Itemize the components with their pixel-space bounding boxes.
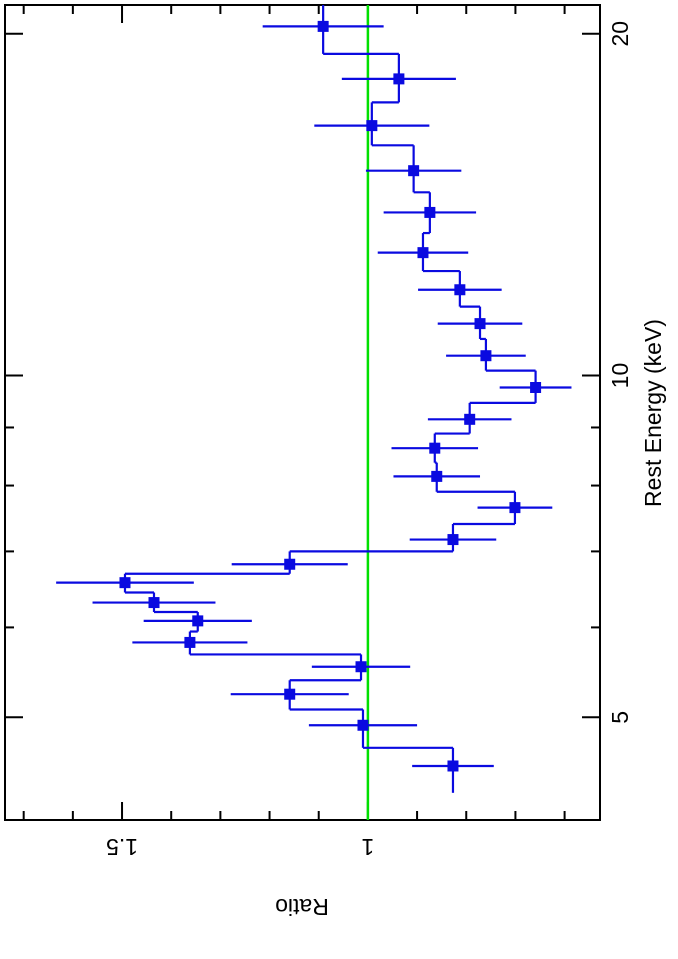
data-layer: [56, 5, 572, 793]
data-point: [119, 577, 131, 589]
data-point: [509, 502, 521, 514]
data-point: [192, 615, 204, 627]
data-point: [317, 20, 329, 32]
data-point: [148, 597, 160, 609]
y-axis-label: Ratio: [275, 894, 329, 920]
x-tick-label: 5: [607, 711, 633, 724]
data-point: [530, 381, 542, 393]
data-point: [447, 760, 459, 772]
x-tick-label: 10: [607, 363, 633, 389]
data-point: [429, 442, 441, 454]
data-point: [355, 661, 367, 673]
data-point: [417, 247, 429, 259]
data-point: [184, 636, 196, 648]
x-tick-label: 20: [607, 21, 633, 47]
plot-area: Rest Energy (keV) Ratio 5 10 20 1 1.5: [4, 4, 666, 920]
data-point: [454, 284, 466, 296]
data-point: [447, 534, 459, 546]
data-point: [424, 206, 436, 218]
data-point: [464, 413, 476, 425]
data-point: [431, 470, 443, 482]
frame: [4, 4, 601, 821]
y-tick-label: 1.5: [106, 834, 138, 860]
data-point: [357, 719, 369, 731]
data-point: [284, 688, 296, 700]
y-tick-label: 1: [362, 834, 375, 860]
data-point: [393, 73, 405, 85]
data-point: [366, 120, 378, 132]
data-point: [284, 558, 296, 570]
data-point: [408, 165, 420, 177]
data-point: [480, 350, 492, 362]
x-axis-label: Rest Energy (keV): [640, 319, 666, 507]
data-point: [474, 318, 486, 330]
